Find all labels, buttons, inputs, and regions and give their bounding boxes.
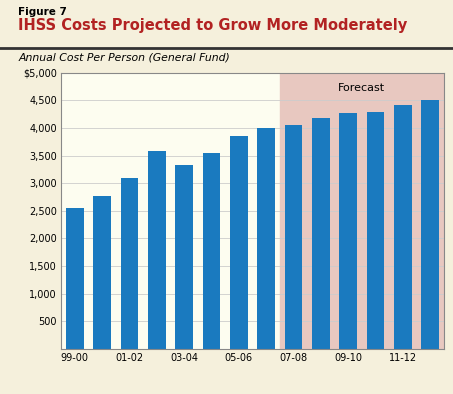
Bar	[175, 165, 193, 349]
Bar	[339, 113, 357, 349]
Text: IHSS Costs Projected to Grow More Moderately: IHSS Costs Projected to Grow More Modera…	[18, 18, 407, 33]
Bar	[120, 178, 139, 349]
Bar	[366, 112, 385, 349]
Bar	[284, 125, 303, 349]
Bar	[66, 208, 84, 349]
Bar	[421, 100, 439, 349]
Text: Forecast: Forecast	[338, 84, 386, 93]
Bar	[394, 105, 412, 349]
Bar	[93, 196, 111, 349]
Text: Figure 7: Figure 7	[18, 7, 67, 17]
Bar	[202, 153, 221, 349]
Text: Annual Cost Per Person (General Fund): Annual Cost Per Person (General Fund)	[18, 52, 230, 62]
Bar	[230, 136, 248, 349]
Bar	[280, 73, 444, 349]
Bar	[148, 152, 166, 349]
Bar	[257, 128, 275, 349]
Bar	[312, 119, 330, 349]
